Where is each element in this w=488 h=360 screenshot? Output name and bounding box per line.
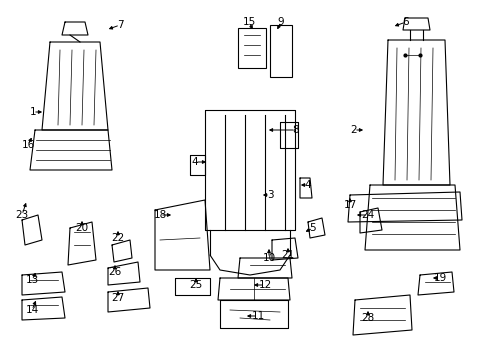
Text: 3: 3 [266,190,273,200]
Text: 14: 14 [25,305,39,315]
Text: 6: 6 [402,17,408,27]
Text: 20: 20 [75,223,88,233]
Text: 19: 19 [432,273,446,283]
Text: 15: 15 [242,17,255,27]
Text: 12: 12 [258,280,271,290]
Text: 10: 10 [262,253,275,263]
Text: 11: 11 [251,311,264,321]
Text: 26: 26 [108,267,122,277]
Text: 21: 21 [281,250,294,260]
Text: 2: 2 [350,125,357,135]
Text: 27: 27 [111,293,124,303]
FancyBboxPatch shape [238,28,265,68]
Text: 4: 4 [304,180,311,190]
Text: 16: 16 [21,140,35,150]
Text: 18: 18 [153,210,166,220]
Text: 1: 1 [30,107,36,117]
Text: 24: 24 [361,210,374,220]
Text: 4: 4 [191,157,198,167]
Text: 5: 5 [309,223,316,233]
Text: 17: 17 [343,200,356,210]
Text: 8: 8 [292,125,299,135]
Text: 13: 13 [25,275,39,285]
Text: 23: 23 [15,210,29,220]
Text: 7: 7 [117,20,123,30]
Text: 25: 25 [189,280,202,290]
Text: 9: 9 [277,17,284,27]
Text: 28: 28 [361,313,374,323]
Text: 22: 22 [111,233,124,243]
FancyBboxPatch shape [269,25,291,77]
